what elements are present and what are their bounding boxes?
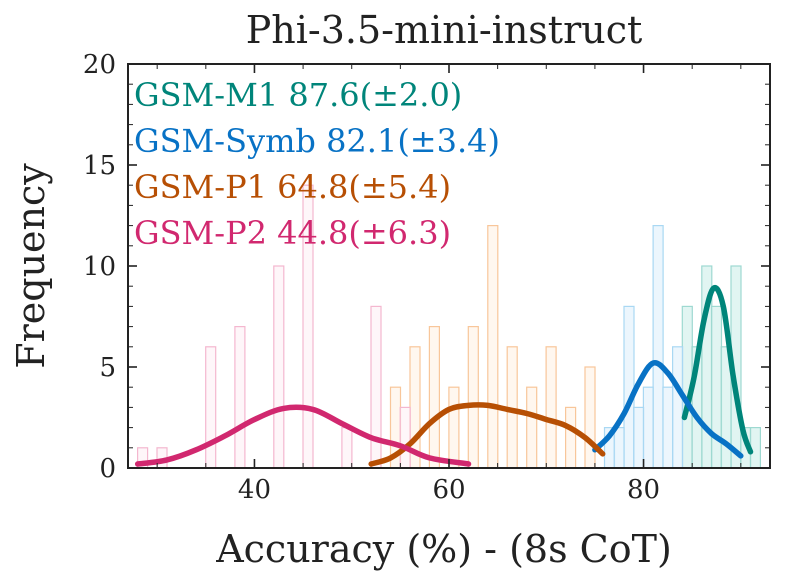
legend: GSM-M1 87.6(±2.0) GSM-Symb 82.1(±3.4) GSM-… [134,76,500,252]
histogram-bar [633,406,645,469]
axes: 0 5 10 15 20 40 60 80 [83,50,771,505]
density-curve-gsm-p2 [134,404,472,467]
histogram-bar [652,225,664,469]
histogram-bar [428,326,440,469]
histogram-bar [370,305,382,469]
histogram-bar [399,406,411,469]
histogram-bars [137,184,762,469]
histogram-bar [467,326,479,469]
histogram-bar [487,225,499,469]
histogram-bar [642,386,655,469]
x-tick-label: 60 [432,475,465,505]
y-tick-label: 5 [99,353,116,383]
y-tick-label: 15 [83,151,116,181]
histogram-bar [448,386,460,469]
x-tick-label: 40 [238,475,271,505]
x-axis-label: Accuracy (%) - (8s CoT) [215,527,672,571]
x-tick-label: 80 [627,475,660,505]
y-tick-label: 20 [83,50,116,80]
density-curves [134,285,754,467]
chart-title: Phi-3.5-mini-instruct [246,8,643,52]
histogram-bar [205,346,217,469]
y-tick-label: 0 [99,454,116,484]
histogram-bar [749,427,762,469]
histogram-bar [526,386,538,469]
histogram-bar [234,326,246,469]
histogram-bar [273,265,285,469]
histogram-bar [662,386,674,469]
histogram-bar [584,366,596,469]
density-curve-gsm-m1 [681,285,754,455]
y-axis-label: Frequency [9,163,53,369]
histogram-bar [341,427,353,469]
histogram-bar [564,406,577,469]
y-tick-label: 10 [83,252,116,282]
density-curve-gsm-symb [592,360,744,459]
legend-entry: GSM-M1 87.6(±2.0) [134,76,462,114]
histogram-bar [545,346,557,469]
histogram-bar [623,305,635,469]
histogram-bar [613,427,625,469]
legend-entry: GSM-Symb 82.1(±3.4) [134,122,500,160]
legend-entry: GSM-P2 44.8(±6.3) [134,214,451,252]
legend-entry: GSM-P1 64.8(±5.4) [134,168,451,206]
histogram-bar [710,305,723,469]
histogram-bar [671,346,684,469]
density-curve-gsm-p1 [368,402,606,467]
